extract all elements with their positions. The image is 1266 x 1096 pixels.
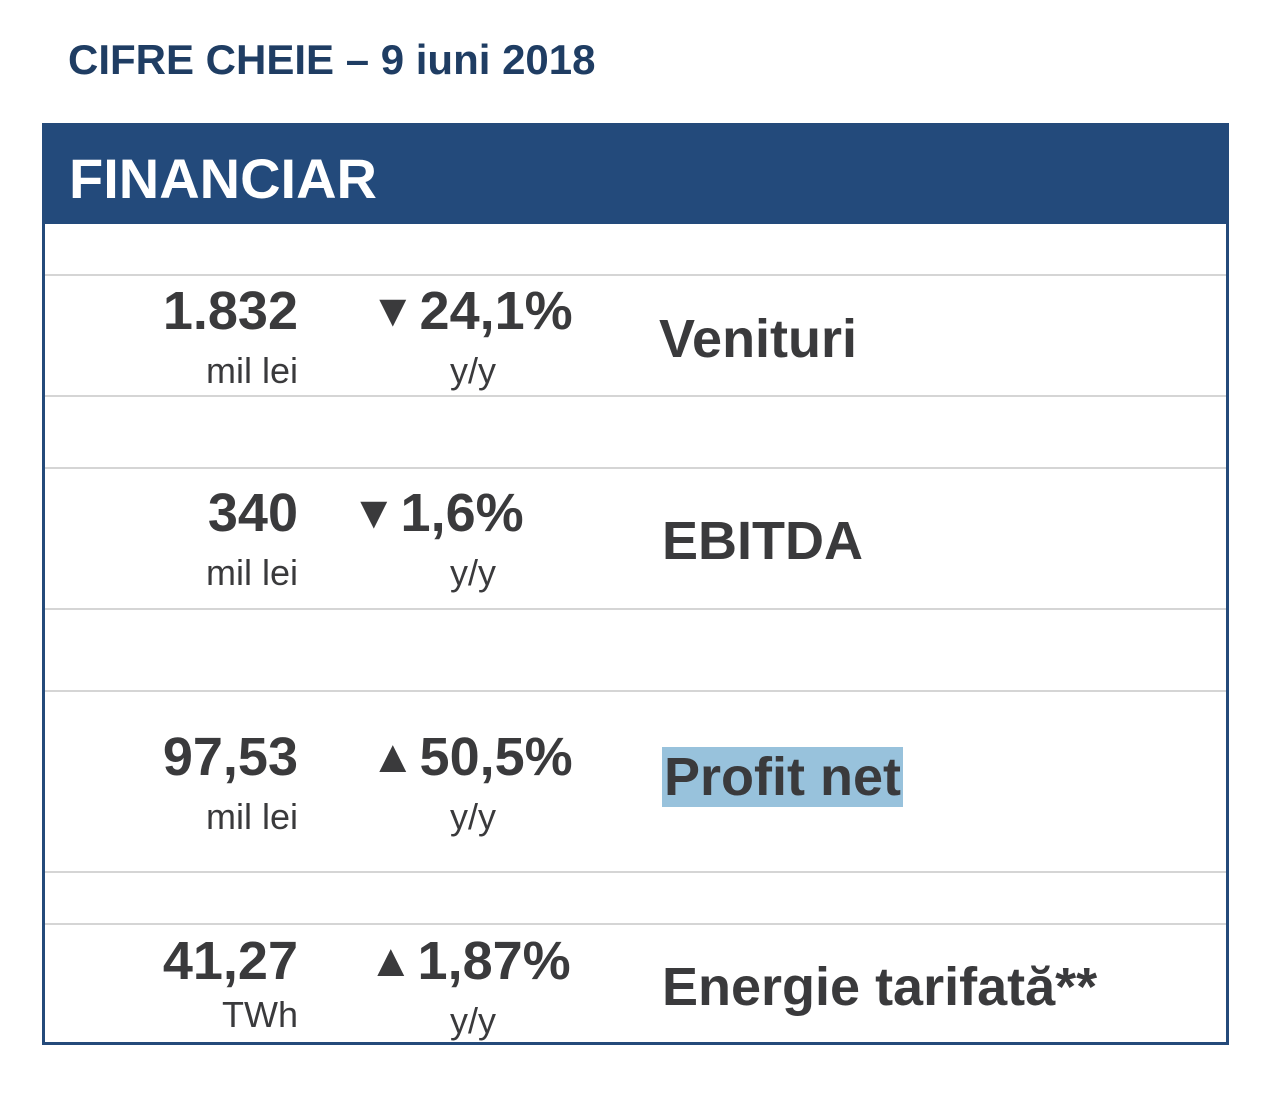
row-divider xyxy=(45,395,1226,397)
metric-change: ▲1,87% xyxy=(368,930,571,992)
metric-change: ▲50,5% xyxy=(370,726,573,788)
change-value: 50,5% xyxy=(419,727,573,787)
page-title: CIFRE CHEIE – 9 iuni 2018 xyxy=(68,36,596,83)
change-value: 1,6% xyxy=(400,483,524,543)
row-divider xyxy=(45,690,1226,692)
change-value: 24,1% xyxy=(419,281,573,341)
metric-value: 1.832 xyxy=(162,281,298,341)
metric-value: 340 xyxy=(207,483,298,543)
metric-unit: mil lei xyxy=(205,350,298,391)
section-title: FINANCIAR xyxy=(69,147,377,210)
row-divider xyxy=(45,467,1226,469)
metric-unit: mil lei xyxy=(205,796,298,837)
arrow-down-icon: ▼ xyxy=(370,284,416,336)
metric-value: 97,53 xyxy=(162,727,298,787)
metric-unit: mil lei xyxy=(205,552,298,593)
financial-panel: FINANCIAR 1.832 mil lei ▼24,1% y/y Venit… xyxy=(42,123,1229,1045)
row-divider xyxy=(45,274,1226,276)
row-divider xyxy=(45,608,1226,610)
metric-period: y/y xyxy=(450,1000,497,1041)
metric-label: Profit net xyxy=(662,746,903,808)
metric-label: Energie tarifată** xyxy=(662,957,1098,1017)
highlighted-label: Profit net xyxy=(662,747,903,807)
metric-period: y/y xyxy=(450,350,497,391)
metric-change: ▼1,6% xyxy=(351,482,524,544)
metric-label: Venituri xyxy=(659,309,858,369)
panel-header: FINANCIAR xyxy=(45,126,1226,224)
row-divider xyxy=(45,923,1226,925)
metric-period: y/y xyxy=(450,552,497,593)
arrow-up-icon: ▲ xyxy=(370,730,416,782)
row-divider xyxy=(45,871,1226,873)
change-value: 1,87% xyxy=(417,931,571,991)
metric-period: y/y xyxy=(450,796,497,837)
arrow-down-icon: ▼ xyxy=(351,486,397,538)
metric-label: EBITDA xyxy=(662,511,863,571)
arrow-up-icon: ▲ xyxy=(368,934,414,986)
metric-change: ▼24,1% xyxy=(370,280,573,342)
metric-value: 41,27 xyxy=(162,931,298,991)
metric-unit: TWh xyxy=(222,994,298,1035)
